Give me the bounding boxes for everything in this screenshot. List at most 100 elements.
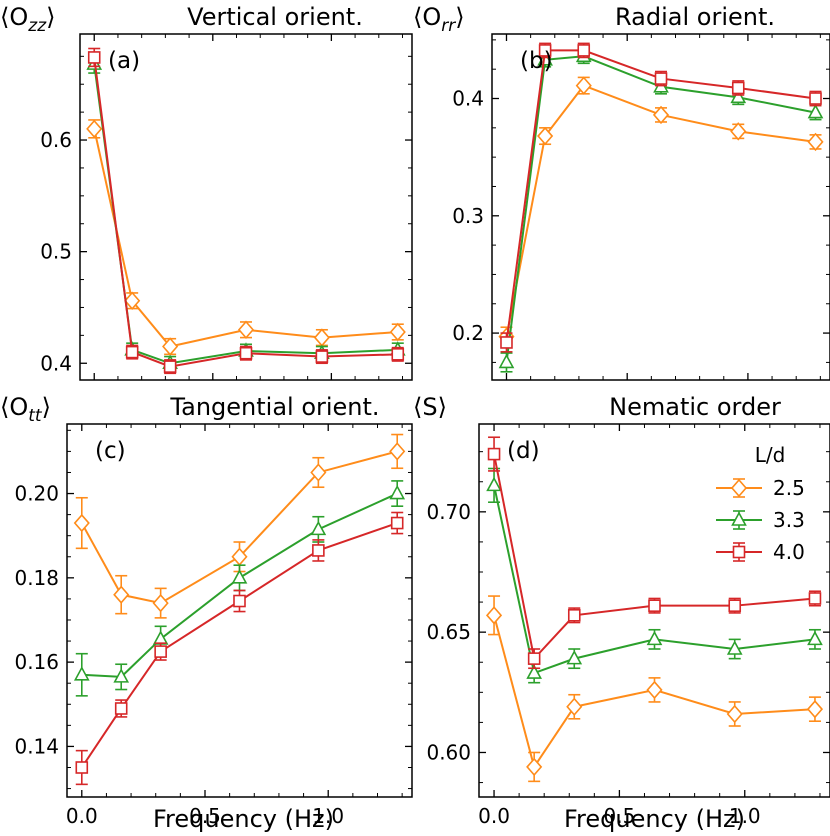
y-tick-label: 0.65 [426, 620, 471, 644]
series-line [93, 64, 398, 365]
x-tick-label: 0.0 [66, 804, 98, 828]
data-point-diamond [646, 680, 663, 700]
y-tick-label: 0.16 [14, 650, 59, 674]
data-point-square [648, 599, 661, 612]
data-point-square [808, 592, 822, 605]
data-point-diamond [726, 704, 743, 724]
x-tick-label: 1.0 [312, 804, 344, 828]
data-point-square [87, 51, 101, 64]
legend: L/d 2.5 3.3 4.0 [716, 443, 805, 564]
x-axis-label: Frequency (Hz) [564, 805, 745, 832]
series-2-5 [86, 119, 406, 356]
data-point-square [315, 350, 329, 363]
series-line [80, 522, 398, 769]
axes-frame [66, 423, 413, 798]
series-3-3 [486, 467, 823, 684]
data-point-triangle [526, 664, 543, 679]
series-3-3 [73, 480, 406, 697]
legend-label: 4.0 [773, 540, 805, 564]
series-4-0 [500, 42, 822, 353]
axes-frame [491, 33, 830, 381]
data-point-triangle [498, 353, 515, 369]
data-point-triangle [566, 649, 583, 665]
data-point-triangle [730, 88, 747, 104]
y-axis-label: ⟨Ott⟩ [0, 393, 51, 426]
data-point-triangle [310, 520, 327, 536]
y-label-subscript: tt [28, 406, 43, 426]
panel-label: (d) [507, 438, 540, 464]
legend-marker-triangle [731, 511, 747, 526]
data-point-triangle [537, 51, 553, 66]
data-point-diamond [124, 291, 141, 310]
x-axis-label: Frequency (Hz) [153, 805, 334, 832]
y-tick-label: 0.14 [14, 734, 59, 758]
data-point-diamond [806, 699, 824, 719]
data-point-triangle [646, 630, 663, 646]
series-3-3 [498, 47, 824, 373]
y-tick-label: 0.5 [40, 240, 72, 264]
data-point-square [114, 702, 128, 715]
series-2-5 [498, 76, 824, 347]
data-point-triangle [807, 630, 823, 646]
data-point-diamond [162, 337, 179, 356]
panel-title: Tangential orient. [169, 393, 379, 421]
panel-label: (a) [108, 48, 140, 74]
data-point-square [75, 761, 89, 774]
panel-d: 0.0 0.5 1.0 0.60 0.65 0.70 (d) Nematic order ⟨S⟩… [413, 393, 830, 833]
series-4-0 [87, 47, 405, 375]
data-point-square [527, 652, 541, 665]
y-tick-label: 0.2 [452, 321, 484, 345]
data-point-diamond [73, 513, 90, 533]
data-point-square [567, 609, 581, 622]
data-point-diamond [730, 122, 747, 141]
data-point-triangle [726, 640, 743, 655]
series-line [493, 453, 816, 661]
y-label-end: ⟩ [438, 393, 447, 421]
panel-label: (b) [520, 48, 553, 74]
data-point-square [538, 44, 552, 57]
data-point-square [163, 360, 177, 373]
data-point-triangle [486, 476, 502, 492]
y-label-end: ⟩ [455, 3, 464, 31]
axes-frame [478, 423, 830, 798]
panel-b: 0.2 0.3 0.4 (b) Radial orient. ⟨Orr⟩ [413, 3, 830, 381]
data-point-diamond [152, 593, 169, 613]
series-line [93, 128, 398, 348]
panel-a: 0.4 0.5 0.6 (a) Vertical orient. ⟨Ozz⟩ [0, 3, 413, 381]
x-tick-label: 0.5 [189, 804, 221, 828]
data-point-diamond [537, 126, 554, 146]
data-point-square [809, 92, 822, 105]
data-point-diamond [313, 328, 330, 347]
data-point-square [154, 645, 167, 658]
data-point-triangle [113, 668, 130, 683]
y-label-subscript: rr [441, 16, 456, 36]
data-point-square [577, 44, 591, 57]
series-line [493, 615, 816, 770]
y-tick-label: 0.3 [452, 204, 484, 228]
legend-title: L/d [755, 443, 786, 467]
y-label-end: ⟩ [46, 3, 55, 31]
y-axis-label: ⟨Orr⟩ [413, 3, 465, 36]
y-label-base: ⟨O [413, 3, 441, 31]
panel-title: Nematic order [609, 393, 781, 421]
series-line [505, 84, 816, 337]
y-label-end: ⟩ [42, 393, 51, 421]
y-tick-label: 0.4 [40, 351, 72, 375]
series-4-0 [75, 511, 404, 786]
data-point-diamond [310, 463, 327, 482]
data-point-diamond [526, 757, 543, 777]
data-point-square [391, 348, 405, 361]
y-label-base: ⟨O [0, 3, 28, 31]
y-tick-label: 0.20 [14, 482, 59, 506]
y-axis-label: ⟨S⟩ [413, 393, 447, 421]
data-point-square [312, 544, 325, 557]
data-point-diamond [566, 697, 583, 716]
x-tick-label: 0.5 [603, 804, 635, 828]
data-point-diamond [389, 322, 406, 342]
x-tick-label: 1.0 [729, 804, 761, 828]
data-point-triangle [807, 103, 824, 119]
y-label-base: ⟨S [413, 393, 438, 421]
y-tick-label: 0.70 [426, 500, 471, 524]
x-tick-label: 0.0 [478, 804, 510, 828]
